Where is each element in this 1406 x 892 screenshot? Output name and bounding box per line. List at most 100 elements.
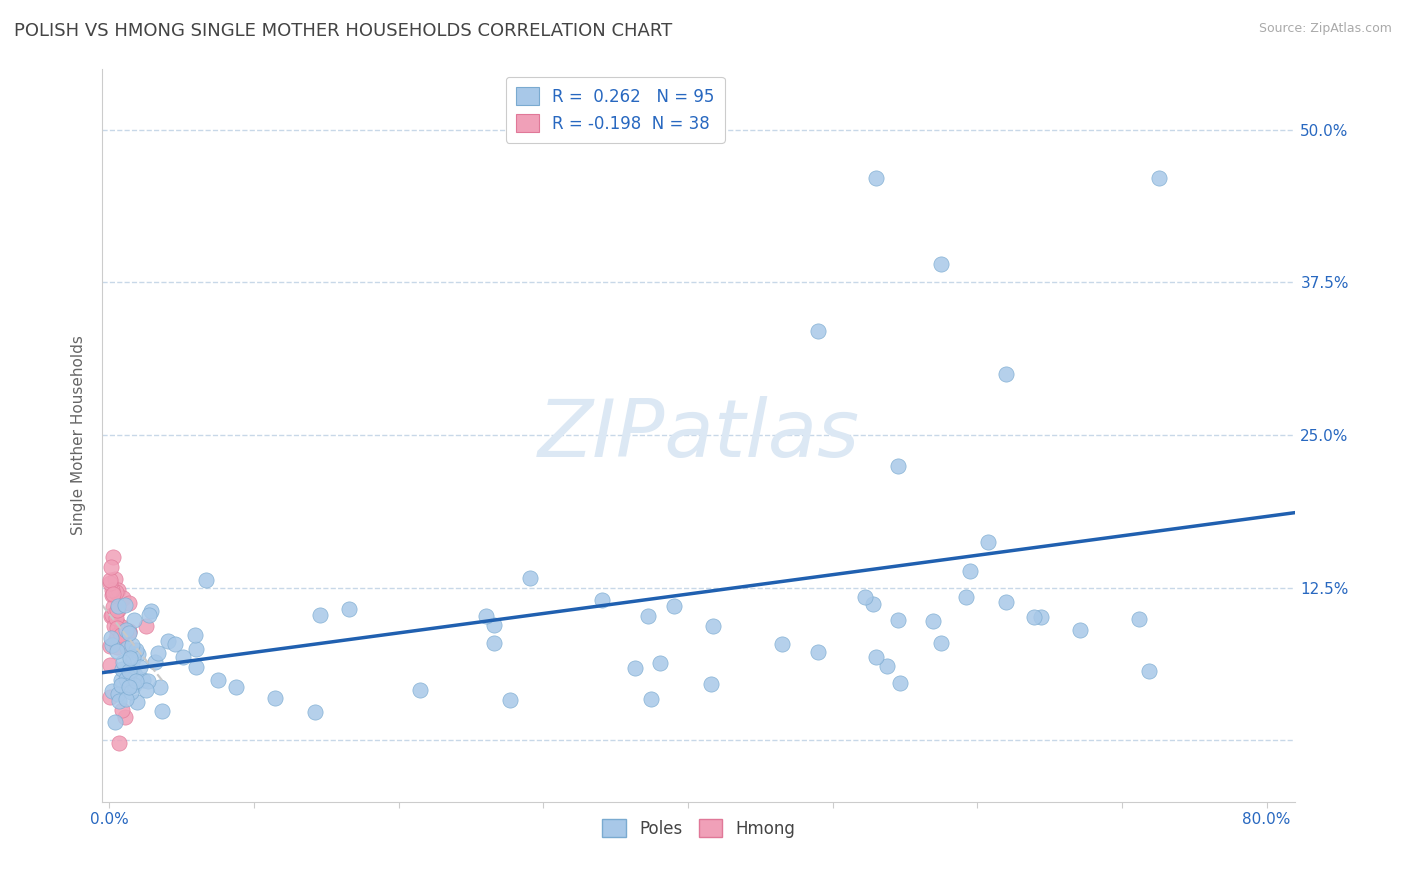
Point: [105, 611, 128, 625]
Point: [304, 705, 326, 719]
Point: [127, 695, 149, 709]
Point: [1137, 664, 1160, 678]
Point: [100, 608, 122, 623]
Point: [499, 692, 522, 706]
Legend: Poles, Hmong: Poles, Hmong: [596, 813, 801, 845]
Point: [662, 599, 685, 613]
Point: [98, 657, 121, 672]
Point: [699, 677, 721, 691]
Point: [889, 676, 911, 690]
Point: [98, 576, 121, 591]
Point: [112, 655, 135, 669]
Text: Source: ZipAtlas.com: Source: ZipAtlas.com: [1258, 22, 1392, 36]
Point: [115, 692, 138, 706]
Point: [484, 636, 506, 650]
Text: POLISH VS HMONG SINGLE MOTHER HOUSEHOLDS CORRELATION CHART: POLISH VS HMONG SINGLE MOTHER HOUSEHOLDS…: [14, 22, 672, 40]
Point: [110, 628, 132, 642]
Point: [115, 641, 138, 656]
Point: [108, 736, 131, 750]
Point: [136, 674, 159, 689]
Point: [118, 626, 141, 640]
Point: [138, 607, 160, 622]
Point: [1069, 623, 1091, 637]
Point: [648, 656, 671, 670]
Point: [118, 624, 141, 639]
Point: [108, 694, 131, 708]
Point: [150, 704, 173, 718]
Point: [107, 687, 129, 701]
Point: [149, 680, 172, 694]
Point: [186, 659, 208, 673]
Point: [186, 642, 208, 657]
Point: [105, 627, 128, 641]
Point: [118, 664, 141, 678]
Point: [865, 650, 887, 665]
Point: [100, 631, 122, 645]
Point: [110, 620, 132, 634]
Point: [807, 324, 830, 338]
Point: [114, 709, 136, 723]
Point: [865, 171, 887, 186]
Point: [929, 636, 952, 650]
Point: [121, 656, 143, 670]
Point: [125, 674, 148, 689]
Point: [129, 659, 152, 673]
Point: [125, 643, 148, 657]
Point: [475, 609, 498, 624]
Point: [118, 625, 141, 640]
Point: [100, 639, 122, 653]
Point: [959, 564, 981, 578]
Point: [955, 590, 977, 604]
Point: [807, 645, 830, 659]
Point: [105, 644, 128, 658]
Point: [921, 614, 943, 628]
Point: [112, 629, 135, 643]
Y-axis label: Single Mother Households: Single Mother Households: [72, 335, 86, 535]
Point: [135, 619, 157, 633]
Point: [184, 628, 207, 642]
Point: [148, 646, 170, 660]
Point: [101, 582, 124, 597]
Point: [122, 678, 145, 692]
Point: [977, 535, 1000, 549]
Point: [131, 673, 153, 687]
Point: [110, 677, 132, 691]
Point: [105, 603, 128, 617]
Point: [101, 600, 124, 615]
Point: [702, 618, 724, 632]
Point: [114, 598, 136, 612]
Point: [101, 638, 124, 652]
Point: [337, 602, 360, 616]
Point: [862, 598, 884, 612]
Point: [519, 571, 541, 585]
Point: [105, 640, 128, 655]
Point: [105, 621, 128, 635]
Point: [876, 659, 898, 673]
Point: [172, 649, 194, 664]
Point: [122, 650, 145, 665]
Point: [995, 367, 1018, 381]
Point: [624, 661, 647, 675]
Point: [107, 583, 129, 598]
Point: [107, 616, 129, 631]
Point: [115, 623, 138, 637]
Point: [101, 588, 124, 602]
Point: [98, 574, 121, 588]
Point: [104, 585, 127, 599]
Point: [120, 663, 142, 677]
Point: [1147, 171, 1170, 186]
Point: [101, 550, 124, 565]
Point: [111, 662, 134, 676]
Point: [264, 690, 287, 705]
Point: [121, 638, 143, 652]
Point: [886, 613, 908, 627]
Point: [111, 591, 134, 605]
Point: [100, 559, 122, 574]
Point: [309, 608, 332, 623]
Point: [120, 685, 142, 699]
Point: [591, 593, 613, 607]
Point: [107, 603, 129, 617]
Point: [104, 715, 127, 730]
Point: [115, 672, 138, 686]
Point: [104, 633, 127, 648]
